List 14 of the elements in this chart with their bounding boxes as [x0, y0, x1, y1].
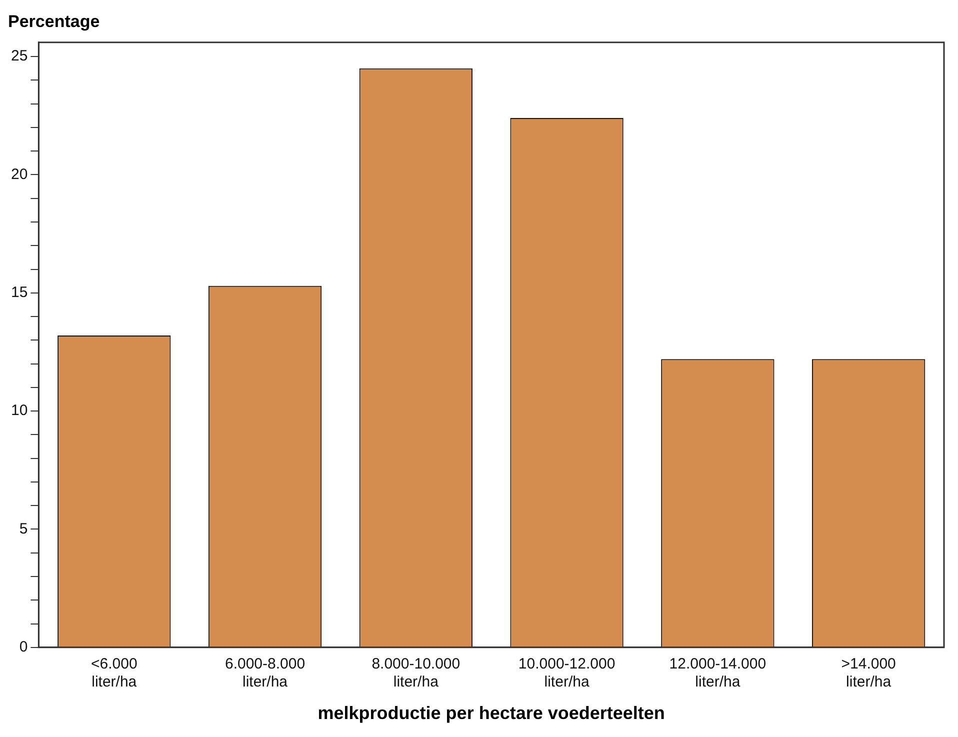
- x-tick-label: 10.000-12.000 liter/ha: [518, 656, 616, 691]
- y-tick-label: 5: [19, 520, 28, 538]
- y-tick-label: 0: [19, 638, 28, 656]
- x-tick-label: 6.000-8.000 liter/ha: [224, 656, 306, 691]
- y-tick-label: 10: [10, 402, 28, 420]
- y-tick-label: 25: [10, 48, 28, 65]
- y-tick-label: 15: [10, 284, 28, 302]
- x-tick-label: >14.000 liter/ha: [841, 656, 896, 691]
- y-axis-title: Percentage: [8, 12, 100, 31]
- y-tick-label: 20: [10, 166, 28, 183]
- x-tick-label: 8.000-10.000 liter/ha: [372, 656, 460, 691]
- x-tick-label: 12.000-14.000 liter/ha: [669, 656, 766, 691]
- x-tick-label: <6.000 liter/ha: [90, 656, 138, 691]
- x-axis-title: melkproductie per hectare voederteelten: [318, 703, 665, 724]
